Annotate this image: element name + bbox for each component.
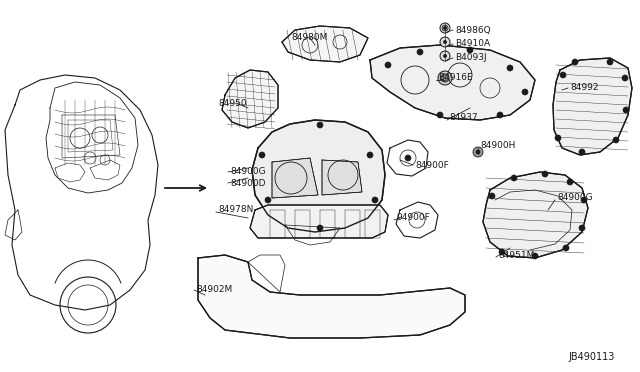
Circle shape — [555, 135, 561, 141]
Text: B4093J: B4093J — [455, 54, 486, 62]
Circle shape — [405, 155, 411, 161]
Circle shape — [265, 197, 271, 203]
Circle shape — [385, 62, 391, 68]
Circle shape — [560, 72, 566, 78]
Polygon shape — [483, 172, 588, 258]
Circle shape — [542, 171, 548, 177]
Circle shape — [441, 74, 449, 82]
Circle shape — [444, 41, 447, 44]
Circle shape — [497, 112, 503, 118]
Circle shape — [372, 197, 378, 203]
Polygon shape — [198, 255, 465, 338]
Polygon shape — [553, 58, 632, 155]
Text: 84951M: 84951M — [498, 250, 534, 260]
Circle shape — [317, 122, 323, 128]
Circle shape — [507, 65, 513, 71]
Circle shape — [440, 51, 450, 61]
Circle shape — [444, 55, 447, 58]
Circle shape — [532, 253, 538, 259]
Circle shape — [437, 112, 443, 118]
Text: 84950: 84950 — [218, 99, 246, 108]
Circle shape — [581, 197, 587, 203]
Circle shape — [442, 25, 448, 31]
Text: 84978N: 84978N — [218, 205, 253, 215]
Circle shape — [367, 152, 373, 158]
Text: 84992: 84992 — [570, 83, 598, 93]
Circle shape — [476, 150, 480, 154]
Circle shape — [499, 249, 505, 255]
Circle shape — [440, 37, 450, 47]
Circle shape — [467, 47, 473, 53]
Circle shape — [622, 75, 628, 81]
Circle shape — [442, 75, 448, 81]
Text: 84900F: 84900F — [415, 160, 449, 170]
Circle shape — [579, 225, 585, 231]
Polygon shape — [222, 70, 278, 128]
Circle shape — [613, 137, 619, 143]
Text: JB490113: JB490113 — [568, 352, 615, 362]
Text: 84986Q: 84986Q — [455, 26, 491, 35]
Circle shape — [473, 147, 483, 157]
Circle shape — [511, 175, 517, 181]
Circle shape — [438, 71, 452, 85]
Circle shape — [522, 89, 528, 95]
Circle shape — [607, 59, 613, 65]
Text: 84980M: 84980M — [292, 33, 328, 42]
Polygon shape — [250, 205, 388, 238]
Polygon shape — [370, 45, 535, 120]
Circle shape — [579, 149, 585, 155]
Text: 84900G: 84900G — [557, 193, 593, 202]
Polygon shape — [252, 120, 385, 232]
Text: 94900F: 94900F — [396, 214, 429, 222]
Text: 84900D: 84900D — [230, 179, 266, 187]
Circle shape — [623, 107, 629, 113]
Circle shape — [440, 23, 450, 33]
Text: B4916E: B4916E — [438, 74, 472, 83]
Text: 84900G: 84900G — [230, 167, 266, 176]
Circle shape — [259, 152, 265, 158]
Circle shape — [572, 59, 578, 65]
Polygon shape — [322, 160, 362, 195]
Text: 84937: 84937 — [449, 113, 477, 122]
Circle shape — [563, 245, 569, 251]
Polygon shape — [272, 158, 318, 198]
Circle shape — [317, 225, 323, 231]
Text: 84902M: 84902M — [196, 285, 232, 295]
Polygon shape — [282, 26, 368, 62]
Text: B4910A: B4910A — [455, 39, 490, 48]
Circle shape — [417, 49, 423, 55]
Circle shape — [444, 26, 447, 29]
Text: 84900H: 84900H — [480, 141, 515, 150]
Circle shape — [489, 193, 495, 199]
Circle shape — [567, 179, 573, 185]
